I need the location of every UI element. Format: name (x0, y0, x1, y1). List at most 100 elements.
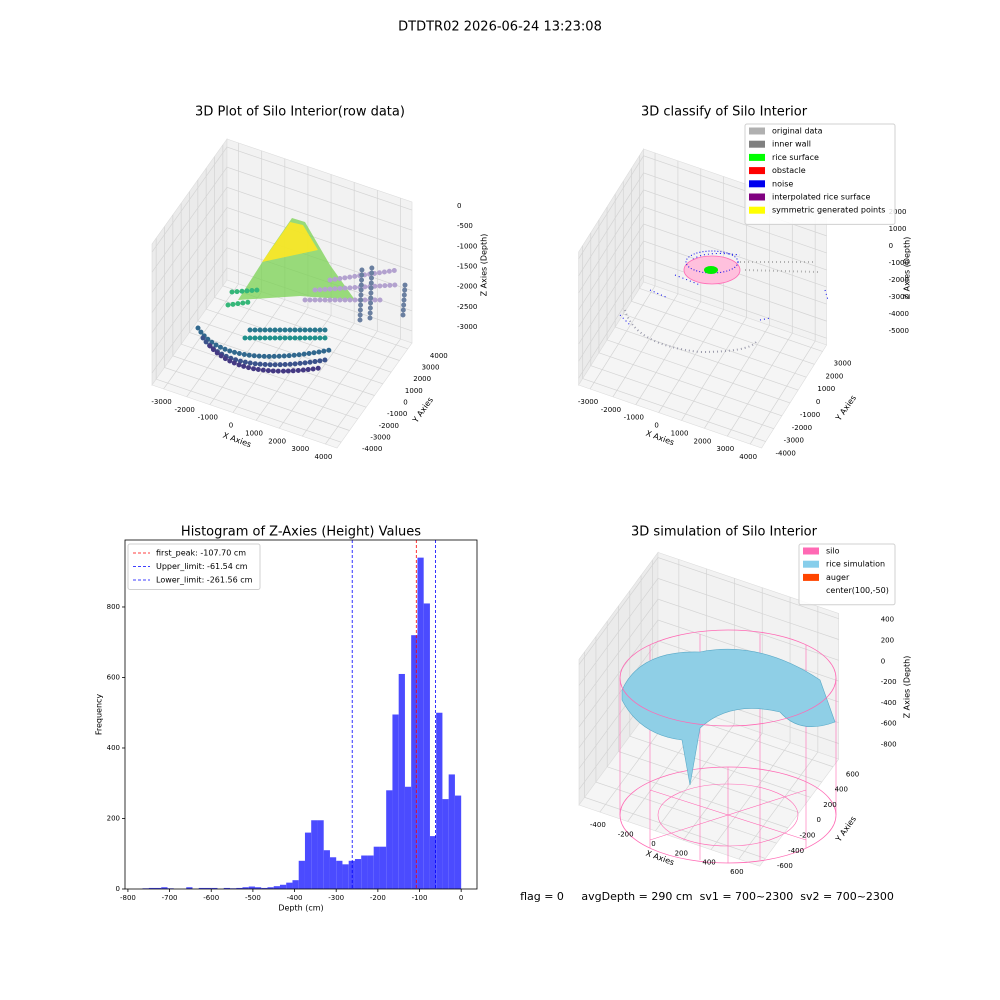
grid-line (584, 651, 766, 859)
z-axis-label: Z Axies (Depth) (480, 234, 489, 297)
chart-title: Histogram of Z-Axies (Height) Values (181, 525, 421, 540)
chart-title: 3D Plot of Silo Interior(row data) (195, 105, 405, 120)
x-tick-label: -2000 (601, 406, 621, 414)
grid-line (681, 184, 747, 421)
x-tick-label: -500 (245, 894, 261, 902)
grid-line (302, 190, 378, 437)
z-tick-label: -600 (881, 720, 897, 728)
z-axis-label: Z Axies (Depth) (903, 656, 912, 719)
y-tick-label: 3000 (834, 359, 852, 367)
z-tick-label: -4000 (889, 310, 909, 318)
chart-title: 3D classify of Silo Interior (641, 105, 808, 120)
legend-box (798, 543, 896, 606)
figure-title: DTDTR02 2026-06-24 13:23:08 (398, 20, 602, 35)
bar (329, 857, 337, 889)
y-tick-label: 0 (816, 398, 820, 406)
z-tick-label: -800 (881, 741, 897, 749)
bar (248, 886, 255, 889)
y-tick-label: -3000 (784, 437, 804, 445)
grid-line (578, 257, 827, 362)
x-axis-label: Depth (cm) (278, 904, 323, 913)
z-tick-label: -5000 (889, 327, 909, 335)
x-tick-label: -300 (328, 894, 344, 902)
axes-panes (142, 138, 840, 889)
bar (304, 832, 312, 889)
y-tick-label: -400 (788, 847, 804, 855)
bar (211, 887, 218, 889)
bar (154, 887, 162, 889)
y-tick-label: -3000 (370, 434, 390, 442)
bar (379, 846, 387, 889)
x-tick-label: 3000 (291, 445, 309, 453)
grid-line (578, 598, 839, 707)
grid-line (151, 186, 413, 293)
legend-swatch (749, 206, 765, 214)
bar (279, 884, 287, 889)
grid-line (606, 621, 789, 829)
grid-line (578, 577, 839, 686)
grid-line (655, 578, 735, 832)
grid-line (151, 146, 413, 253)
bar (436, 712, 443, 889)
bar (186, 887, 193, 889)
grid-line (622, 181, 807, 378)
bar (267, 887, 274, 889)
legend-box (127, 543, 261, 590)
grid-line (155, 238, 342, 443)
annotation: flag = 0 avgDepth = 290 cm sv1 = 700~230… (520, 890, 894, 903)
x-tick-label: 0 (459, 894, 463, 902)
y-tick-label: -2000 (379, 422, 399, 430)
bar (242, 887, 249, 889)
z-tick-label: -2000 (889, 276, 909, 284)
legend-label: symmetric generated points (772, 206, 885, 215)
legend-box (744, 123, 896, 225)
x-tick-label: -400 (590, 821, 606, 829)
bar (448, 774, 455, 889)
grid-line (631, 168, 815, 365)
grid-line (598, 219, 783, 417)
legend-swatch (803, 547, 819, 555)
bar (317, 820, 324, 889)
legend-label: silo (826, 547, 840, 556)
y-axis-label: Y Axies (410, 396, 435, 426)
bar (298, 860, 305, 889)
bar (411, 635, 418, 889)
legend-label: auger (826, 573, 850, 582)
bar (223, 887, 230, 889)
y-tick-label: 3000 (422, 364, 440, 372)
legend-swatch (749, 193, 765, 201)
grid-line (214, 156, 400, 361)
grid-line (180, 203, 367, 408)
grid-line (606, 206, 791, 404)
grid-line (589, 152, 656, 390)
pane-floor (578, 281, 828, 449)
y-tick-label: 2000 (825, 372, 843, 380)
grid-line (325, 198, 401, 445)
x-tick-label: 4000 (315, 453, 333, 461)
grid-line (172, 214, 358, 420)
grid-line (614, 194, 799, 391)
x-tick-label: 2000 (693, 437, 711, 445)
y-tick-label: -4000 (775, 450, 795, 458)
grid-line (222, 144, 408, 350)
x-tick-label: 0 (654, 422, 658, 430)
grid-line (704, 192, 770, 429)
x-tick-label: -2000 (175, 406, 195, 414)
grid-line (578, 274, 827, 379)
bar (386, 790, 393, 889)
legend-label: noise (772, 179, 793, 188)
grid-line (151, 207, 413, 313)
legend-label: inner wall (772, 140, 811, 149)
bar (454, 795, 462, 889)
y-tick-label: 0 (816, 816, 820, 824)
bar (286, 882, 293, 889)
y-tick-label: 0 (116, 885, 120, 893)
y-tick-label: 1000 (817, 385, 835, 393)
z-tick-label: 2000 (889, 208, 907, 216)
z-tick-label: 1000 (889, 225, 907, 233)
grid-line (590, 232, 774, 430)
grid-line (189, 191, 375, 396)
legend-swatch (749, 180, 765, 188)
z-tick-label: 0 (889, 242, 893, 250)
